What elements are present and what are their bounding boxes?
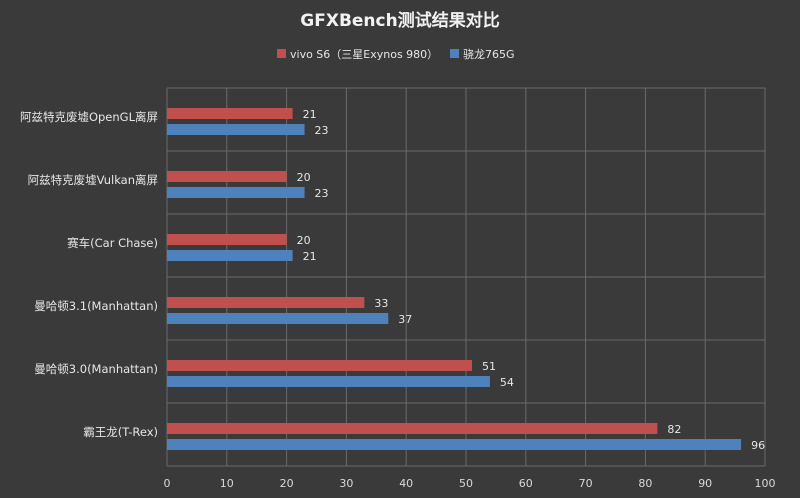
category-label: 霸王龙(T-Rex) (83, 425, 158, 439)
legend-swatch-vivo (277, 49, 286, 58)
category-label: 阿兹特克废墟OpenGL离屏 (20, 110, 158, 124)
bar-snapdragon-3 (167, 313, 389, 324)
bar-snapdragon-2 (167, 250, 293, 261)
x-tick-label-40: 40 (399, 477, 413, 490)
bar-vivo-2 (167, 234, 287, 245)
x-tick-label-0: 0 (164, 477, 171, 490)
data-label-vivo-3: 33 (374, 297, 388, 310)
bar-vivo-5 (167, 423, 658, 434)
bar-snapdragon-1 (167, 187, 305, 198)
x-tick-label-80: 80 (638, 477, 652, 490)
x-tick-label-90: 90 (698, 477, 712, 490)
data-labels: 21 23 20 23 20 21 33 37 51 54 82 96 (297, 108, 765, 452)
gridlines (166, 87, 766, 467)
x-tick-label-60: 60 (519, 477, 533, 490)
bar-snapdragon-5 (167, 439, 742, 450)
data-label-snapdragon-1: 23 (315, 187, 329, 200)
category-label: 曼哈顿3.1(Manhattan) (34, 299, 158, 313)
legend-swatch-snapdragon (450, 49, 459, 58)
data-label-snapdragon-4: 54 (500, 376, 514, 389)
data-label-vivo-0: 21 (303, 108, 317, 121)
bars (167, 108, 742, 450)
data-label-snapdragon-2: 21 (303, 250, 317, 263)
x-tick-label-100: 100 (755, 477, 776, 490)
bar-vivo-0 (167, 108, 293, 119)
data-label-snapdragon-3: 37 (398, 313, 412, 326)
x-tick-label-10: 10 (220, 477, 234, 490)
data-label-vivo-2: 20 (297, 234, 311, 247)
x-tick-label-20: 20 (280, 477, 294, 490)
data-label-vivo-5: 82 (667, 423, 681, 436)
x-tick-label-70: 70 (579, 477, 593, 490)
chart-title: GFXBench测试结果对比 (300, 10, 499, 31)
x-axis-ticks: 0 10 20 30 40 50 60 70 80 90 100 (164, 477, 776, 490)
x-tick-label-30: 30 (339, 477, 353, 490)
bar-vivo-3 (167, 297, 365, 308)
data-label-vivo-4: 51 (482, 360, 496, 373)
data-label-snapdragon-0: 23 (315, 124, 329, 137)
category-label: 赛车(Car Chase) (67, 236, 158, 250)
legend-label-vivo: vivo S6（三星Exynos 980） (290, 48, 438, 61)
bar-vivo-1 (167, 171, 287, 182)
bar-vivo-4 (167, 360, 472, 371)
x-tick-label-50: 50 (459, 477, 473, 490)
data-label-vivo-1: 20 (297, 171, 311, 184)
legend: vivo S6（三星Exynos 980） 骁龙765G (277, 47, 515, 61)
legend-label-snapdragon: 骁龙765G (463, 47, 515, 61)
category-label: 曼哈顿3.0(Manhattan) (34, 362, 158, 376)
bar-snapdragon-0 (167, 124, 305, 135)
category-label: 阿兹特克废墟Vulkan离屏 (28, 173, 158, 187)
data-label-snapdragon-5: 96 (751, 439, 765, 452)
bar-snapdragon-4 (167, 376, 490, 387)
